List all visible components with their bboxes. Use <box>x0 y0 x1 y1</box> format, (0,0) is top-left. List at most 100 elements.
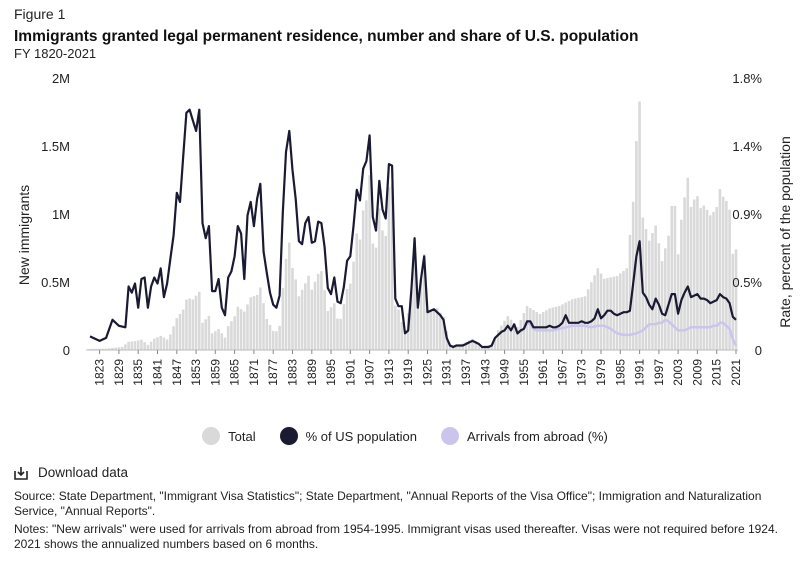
bar-1842 <box>159 335 162 350</box>
bar-1885 <box>297 296 301 350</box>
bar-1950 <box>506 316 510 350</box>
x-tick-1979: 1979 <box>594 359 608 386</box>
bar-1857 <box>207 315 211 350</box>
bar-2013 <box>709 215 712 350</box>
bar-1827 <box>111 347 114 350</box>
bar-1982 <box>609 277 612 350</box>
bar-1971 <box>574 298 577 350</box>
bar-1916 <box>397 309 400 350</box>
chart-svg: 0 0.5M 1M 1.5M 2M 0 0.5% 0.9% 1.4% 1.8% 1823 1829… <box>16 71 793 386</box>
bar-2008 <box>692 199 696 350</box>
bar-1887 <box>304 283 307 350</box>
bar-1888 <box>307 275 310 350</box>
x-tick-1997: 1997 <box>652 359 666 386</box>
bar-1850 <box>185 299 188 350</box>
y-tick-right-2: 0.9% <box>732 207 762 222</box>
bar-1907 <box>368 175 371 350</box>
bar-1874 <box>262 303 265 350</box>
bar-1826 <box>108 348 111 350</box>
bar-1839 <box>149 341 153 350</box>
x-tick-1901: 1901 <box>343 359 357 386</box>
bar-1994 <box>647 240 651 350</box>
bar-1854 <box>197 291 201 350</box>
x-tick-2015: 2015 <box>710 359 724 386</box>
legend-item-total[interactable]: Total <box>202 427 256 445</box>
bar-1946 <box>493 337 497 350</box>
x-tick-1931: 1931 <box>440 359 454 386</box>
bar-2007 <box>689 206 693 350</box>
bar-1934 <box>455 345 458 350</box>
bar-1995 <box>651 233 654 350</box>
bar-1979 <box>599 273 603 350</box>
bar-1872 <box>255 294 259 350</box>
bar-1990 <box>635 141 638 350</box>
bar-1928 <box>435 308 439 350</box>
y-tick-left-0: 0 <box>63 343 70 358</box>
bar-1882 <box>287 242 291 350</box>
x-tick-1835: 1835 <box>131 359 145 386</box>
bar-1955 <box>522 313 526 350</box>
bar-1926 <box>429 309 432 350</box>
bar-1997 <box>657 243 661 350</box>
bar-2016 <box>718 189 722 350</box>
bar-1876 <box>268 324 272 350</box>
bar-1852 <box>191 299 195 350</box>
bar-1941 <box>477 343 481 350</box>
bar-1912 <box>384 236 387 350</box>
bar-1825 <box>104 348 108 350</box>
bar-1836 <box>140 339 143 350</box>
bar-1847 <box>175 318 179 350</box>
bar-1846 <box>172 326 175 350</box>
legend-item-population-share[interactable]: % of US population <box>279 427 417 445</box>
x-tick-1985: 1985 <box>613 359 627 386</box>
bar-1915 <box>394 305 397 350</box>
bar-2002 <box>673 205 677 350</box>
bar-1920 <box>410 291 413 350</box>
bar-1898 <box>339 318 342 350</box>
bar-1868 <box>242 311 246 350</box>
legend: Total % of US population Arrivals from a… <box>0 427 810 445</box>
bar-1837 <box>143 342 146 350</box>
bar-1953 <box>516 326 519 350</box>
bar-2003 <box>676 254 680 350</box>
bar-1902 <box>352 261 355 350</box>
bar-1858 <box>210 333 214 350</box>
download-data-link[interactable]: Download data <box>14 465 128 480</box>
bar-2018 <box>725 200 728 350</box>
bar-1851 <box>188 298 191 350</box>
bar-1923 <box>419 278 423 350</box>
x-tick-1961: 1961 <box>536 359 550 386</box>
legend-swatch-total <box>202 427 221 445</box>
x-tick-1847: 1847 <box>170 359 184 386</box>
x-tick-1913: 1913 <box>382 359 396 386</box>
bar-1973 <box>580 297 584 350</box>
x-tick-1871: 1871 <box>247 359 261 386</box>
bar-1894 <box>326 311 330 350</box>
bar-1856 <box>204 319 207 350</box>
bar-1881 <box>284 259 288 350</box>
bar-1893 <box>323 290 326 350</box>
bar-1940 <box>474 341 477 350</box>
legend-item-arrivals[interactable]: Arrivals from abroad (%) <box>440 427 608 445</box>
bar-1918 <box>403 334 407 350</box>
y-axis-left-title: New immigrants <box>16 185 32 285</box>
bar-2019 <box>728 209 731 350</box>
x-tick-1925: 1925 <box>421 359 435 386</box>
bar-1987 <box>625 268 629 350</box>
bar-1948 <box>500 325 503 350</box>
bar-2000 <box>667 235 670 350</box>
bar-1870 <box>249 297 252 350</box>
bar-1833 <box>130 341 134 350</box>
bar-1892 <box>320 271 323 350</box>
bar-1823 <box>98 348 101 350</box>
bar-1901 <box>349 283 352 350</box>
y-axis-left: 0 0.5M 1M 1.5M 2M <box>41 71 70 358</box>
bar-1904 <box>358 239 362 350</box>
bar-1834 <box>133 341 137 350</box>
bar-1855 <box>201 322 204 350</box>
legend-swatch-arrivals <box>440 427 459 445</box>
legend-swatch-population-share <box>279 427 298 445</box>
bar-1991 <box>638 101 641 350</box>
bar-1840 <box>153 338 156 350</box>
download-icon <box>14 466 28 480</box>
